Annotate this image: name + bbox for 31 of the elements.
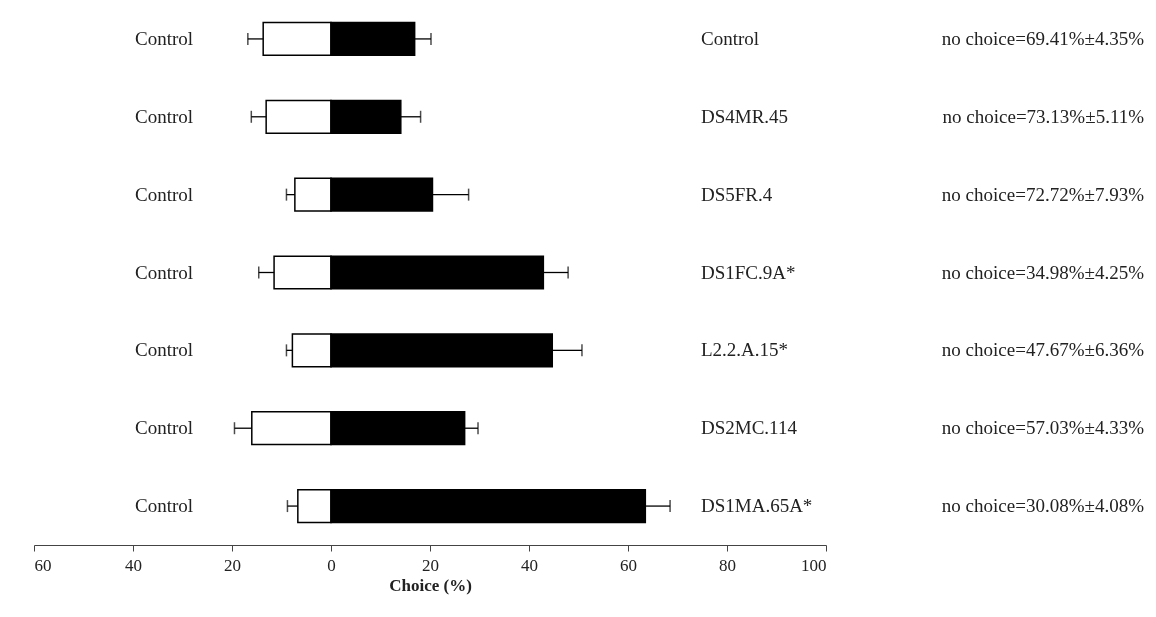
x-tick-label: 20 [422, 555, 439, 575]
text: no choice=47.67%±6.36% [941, 339, 1145, 361]
x-tick-label: 40 [125, 555, 142, 575]
annotation: DS5FR.4 [701, 183, 773, 205]
x-tick-label: 80 [719, 555, 736, 575]
annotation: L2.2.A.15* [701, 339, 789, 361]
text: no choice=73.13%±5.11% [942, 105, 1145, 127]
x-tick-label: 60 [34, 555, 52, 575]
x-tick-label: 100 [801, 555, 827, 575]
text: no choice=72.72%±7.93% [941, 183, 1145, 205]
x-tick-label: 40 [521, 555, 538, 575]
y-tick-label: Control [134, 417, 194, 439]
annotation: DS2MC.114 [701, 417, 798, 439]
text: no choice=30.08%±4.08% [941, 495, 1145, 517]
y-tick-label: Control [134, 339, 194, 361]
text: no choice=34.98%±4.25% [941, 261, 1145, 283]
x-axis-title: Choice (%) [389, 575, 472, 595]
x-tick-label: 0 [327, 555, 336, 575]
text: no choice=57.03%±4.33% [941, 417, 1145, 439]
annotation: DS4MR.45 [701, 105, 789, 127]
x-tick-label: 20 [224, 555, 241, 575]
y-tick-label: Control [134, 495, 194, 517]
y-tick-label: Control [134, 183, 194, 205]
y-tick-label: Control [134, 261, 194, 283]
y-tick-label: Control [134, 27, 194, 49]
y-tick-label: Control [134, 105, 194, 127]
annotation: DS1MA.65A* [701, 495, 813, 517]
annotation: DS1FC.9A* [701, 261, 796, 283]
text: no choice=69.41%±4.35% [941, 27, 1145, 49]
annotation: Control [701, 27, 760, 49]
x-tick-label: 60 [620, 555, 637, 575]
